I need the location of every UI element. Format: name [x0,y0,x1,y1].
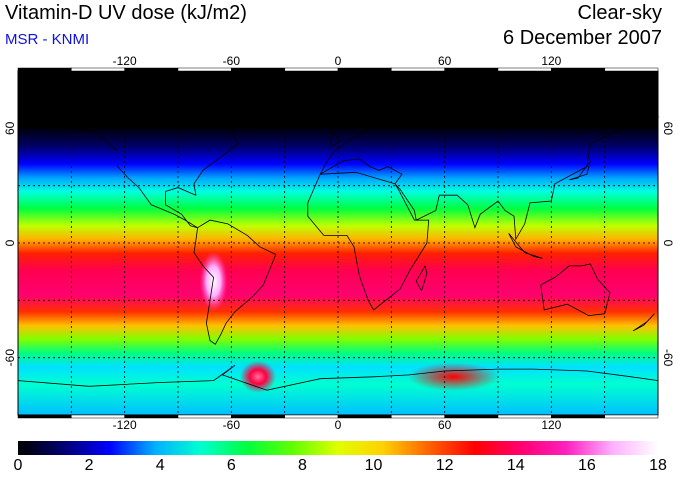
frame-segment [551,67,605,72]
frame-segment [177,67,232,72]
date-label: 6 December 2007 [503,27,662,49]
colorbar-tick-label: 14 [506,457,525,474]
frame-segment [17,67,72,72]
coastlines [17,83,660,391]
frame-segment [17,414,72,419]
colorbar [18,441,658,455]
map-panel: -120 -120 -60 -60 0 0 60 60 120 120 60 60 0 0 -60 -60 [3,54,675,432]
lat-tick-label-left: 0 [3,239,17,246]
frame-segment [444,67,499,72]
lon-tick-label-bottom: 120 [541,418,561,432]
map-title: Vitamin-D UV dose (kJ/m2) [5,2,247,24]
uv-hotspot [240,360,276,393]
lon-tick-label-top: -60 [223,54,241,68]
graticule [18,71,658,415]
lon-tick-label-bottom: 60 [438,418,452,432]
lon-tick-label-top: 60 [438,54,452,68]
colorbar-tick-label: 10 [364,457,383,474]
frame-segment [231,67,285,72]
frame-segment [71,67,125,72]
frame-segment [604,414,659,419]
frame-segment [337,414,392,419]
frame-segment [284,414,339,419]
frame-segment [497,67,552,72]
frame-segment [391,67,445,72]
frame-segment [337,67,392,72]
lat-tick-label-right: 0 [661,240,675,247]
lon-tick-label-bottom: -120 [113,418,137,432]
frame-segment [124,67,179,72]
lon-tick-label-bottom: -60 [223,418,241,432]
lon-tick-label-top: 120 [541,54,561,68]
lon-tick-label-top: -120 [113,54,137,68]
lat-tick-label-right: -60 [661,349,675,367]
lat-tick-label-right: 60 [661,122,675,136]
frame-segment [444,414,499,419]
colorbar-tick-label: 12 [435,457,454,474]
source-label: MSR - KNMI [5,31,90,48]
frame-segment [604,67,659,72]
lat-tick-label-left: 60 [3,121,17,135]
colorbar-tick-label: 6 [226,457,236,474]
lat-tick-label-left: -60 [3,349,17,367]
lon-tick-label-bottom: 0 [335,418,342,432]
frame-segment [391,414,445,419]
uv-hotspot [407,362,500,391]
frame-segment [284,67,339,72]
colorbar-scale [18,441,658,455]
colorbar-tick-label: 8 [297,457,307,474]
colorbar-tick-label: 18 [649,457,667,474]
colorbar-tick-label: 2 [84,457,94,474]
lon-tick-label-top: 0 [335,54,342,68]
colorbar-tick-label: 4 [155,457,165,474]
colorbar-tick-label: 16 [577,457,596,474]
uv-hotspot [199,251,228,312]
sky-condition: Clear-sky [577,2,662,24]
colorbar-tick-label: 0 [13,457,23,474]
